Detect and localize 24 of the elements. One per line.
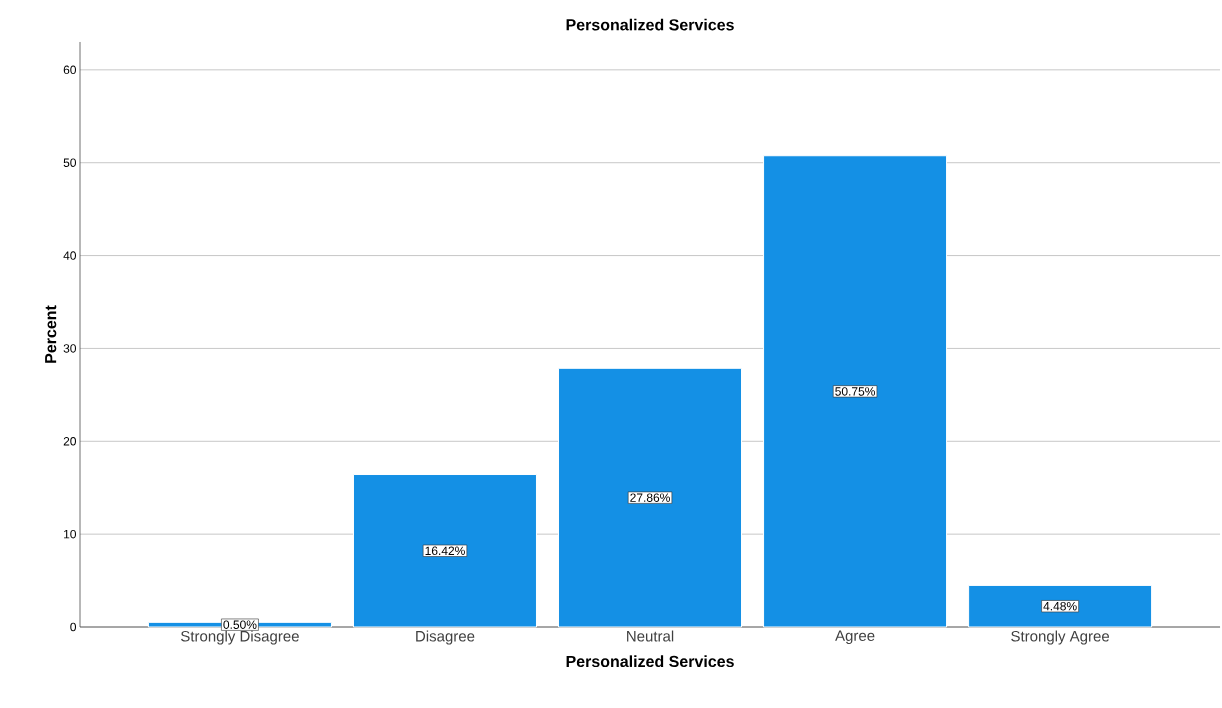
chart-title: Personalized Services — [566, 18, 734, 31]
y-tick-label: 30 — [63, 344, 77, 353]
bar — [763, 155, 948, 628]
data-label: 4.48% — [1043, 601, 1077, 611]
data-label: 16.42% — [425, 546, 465, 556]
y-tick-label: 40 — [63, 251, 77, 260]
x-tick-label: Strongly Disagree — [181, 630, 299, 645]
y-tick-label: 10 — [64, 529, 77, 539]
y-tick-label: 0 — [70, 622, 77, 632]
x-axis-title: Personalized Services — [566, 655, 734, 668]
x-tick-label: Neutral — [627, 630, 674, 642]
bar — [968, 584, 1153, 628]
data-label: 27.86% — [630, 493, 670, 502]
bar — [352, 474, 537, 628]
x-tick-label: Agree — [835, 630, 875, 644]
data-label: 50.75% — [835, 387, 875, 396]
y-tick-label: 20 — [63, 437, 77, 446]
x-tick-label: Strongly Agree — [1011, 630, 1110, 645]
data-label: 0.50% — [223, 620, 257, 629]
y-axis-title: Percent — [45, 305, 57, 363]
x-tick-label: Disagree — [416, 630, 475, 645]
y-tick-label: 50 — [63, 158, 77, 167]
y-tick-label: 60 — [63, 65, 77, 75]
bar — [558, 367, 743, 628]
